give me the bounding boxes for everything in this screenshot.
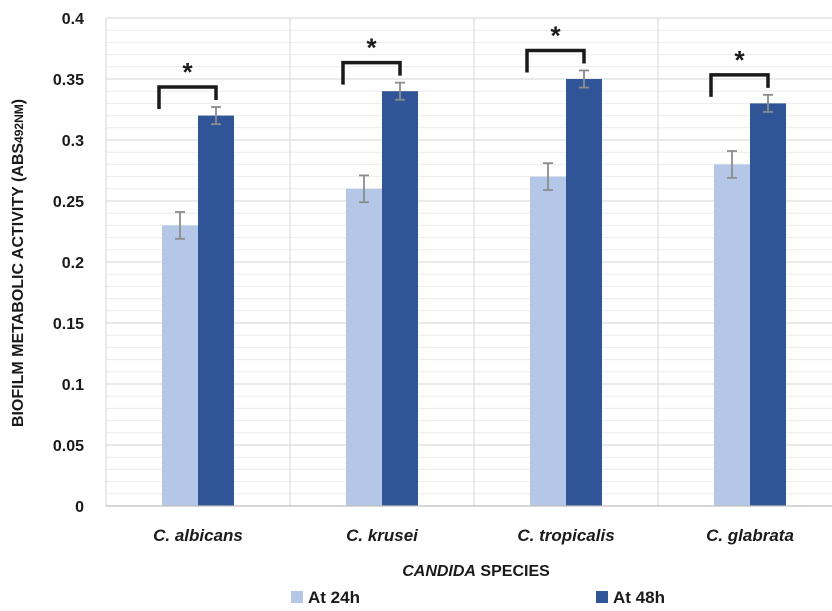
error-bars	[175, 69, 773, 240]
significance-bracket	[157, 85, 218, 110]
bars	[162, 79, 786, 507]
bar-24h	[346, 188, 382, 507]
legend: At 24h At 48h	[291, 588, 665, 607]
significance-bracket	[341, 60, 402, 85]
y-tick-label: 0.15	[53, 316, 84, 333]
x-category-label: C. tropicalis	[517, 526, 614, 545]
y-axis-title-sub: 492NM	[12, 104, 26, 143]
y-tick-labels: 0 0.05 0.1 0.15 0.2 0.25 0.3 0.35 0.4	[53, 11, 84, 516]
y-tick-label: 0.05	[53, 438, 84, 455]
x-category-label: C. krusei	[346, 526, 419, 545]
y-axis-title: BIOFILM METABOLIC ACTIVITY (ABS492NM)	[10, 99, 27, 427]
bar-48h	[566, 79, 602, 506]
significance-star: *	[734, 45, 745, 75]
y-tick-label: 0	[75, 499, 84, 516]
x-axis-title: CANDIDA SPECIES	[402, 563, 550, 580]
significance-bracket	[525, 48, 586, 73]
significance-star: *	[550, 20, 561, 50]
y-tick-label: 0.35	[53, 72, 84, 89]
legend-label-24h: At 24h	[308, 588, 360, 607]
y-axis-title-main: BIOFILM METABOLIC ACTIVITY (ABS	[10, 143, 27, 427]
x-category-label: C. glabrata	[706, 526, 794, 545]
bar-24h	[714, 164, 750, 506]
significance-bracket	[709, 73, 770, 97]
x-axis-title-italic: CANDIDA	[402, 563, 476, 580]
y-tick-label: 0.25	[53, 194, 84, 211]
y-axis-title-end: )	[10, 99, 27, 104]
x-category-labels: C. albicans C. krusei C. tropicalis C. glab…	[153, 526, 794, 545]
y-tick-label: 0.1	[62, 377, 84, 394]
legend-swatch-24h	[291, 591, 303, 603]
y-tick-label: 0.3	[62, 133, 84, 150]
bar-48h	[198, 115, 234, 506]
legend-swatch-48h	[596, 591, 608, 603]
x-category-label: C. albicans	[153, 526, 243, 545]
legend-label-48h: At 48h	[613, 588, 665, 607]
bar-48h	[750, 103, 786, 507]
bar-48h	[382, 91, 418, 506]
y-tick-label: 0.4	[62, 11, 84, 28]
y-tick-label: 0.2	[62, 255, 84, 272]
bar-24h	[530, 176, 566, 506]
significance-star: *	[182, 57, 193, 87]
significance-brackets: * * * *	[157, 20, 770, 110]
category-dividers	[105, 18, 659, 506]
x-axis-title-rest: SPECIES	[476, 563, 550, 580]
bar-24h	[162, 225, 198, 506]
significance-star: *	[366, 33, 377, 63]
